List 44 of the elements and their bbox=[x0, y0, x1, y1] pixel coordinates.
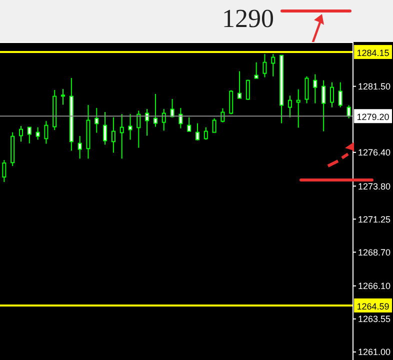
y-tick-label: 1263.55 bbox=[358, 314, 391, 324]
candlestick bbox=[196, 122, 200, 141]
y-tick-label: 1268.70 bbox=[358, 247, 391, 258]
candlestick bbox=[120, 114, 124, 160]
candlestick bbox=[111, 116, 116, 154]
candlestick bbox=[187, 116, 192, 132]
y-tick-label: 1273.80 bbox=[358, 181, 391, 192]
candlestick bbox=[330, 82, 334, 108]
candlestick bbox=[254, 62, 258, 80]
candlestick bbox=[304, 76, 309, 104]
y-tick-label: 1271.25 bbox=[358, 214, 391, 224]
candlestick bbox=[212, 118, 216, 133]
ref-line-label: 1279.20 bbox=[356, 112, 390, 122]
candlestick bbox=[153, 93, 158, 128]
ref-line-label: 1284.15 bbox=[356, 48, 390, 58]
candlestick bbox=[61, 88, 66, 106]
candlestick bbox=[229, 90, 234, 115]
y-tick-label: 1266.10 bbox=[358, 281, 391, 292]
candlestick bbox=[338, 82, 342, 108]
candlestick bbox=[238, 70, 242, 100]
candlestick bbox=[27, 126, 32, 144]
candlestick bbox=[128, 114, 132, 140]
candlestick bbox=[262, 54, 267, 78]
candlestick bbox=[313, 74, 318, 104]
y-tick-label: 1261.00 bbox=[358, 347, 391, 358]
y-tick-label: 1276.40 bbox=[358, 148, 391, 158]
candlestick bbox=[103, 111, 108, 146]
candlestick bbox=[271, 54, 276, 77]
candlestick bbox=[136, 110, 141, 148]
ref-line-label: 1264.59 bbox=[356, 301, 390, 312]
candlestick bbox=[19, 125, 23, 142]
candlestick bbox=[204, 126, 208, 140]
candlestick bbox=[94, 107, 99, 134]
candlestick bbox=[78, 135, 82, 160]
candlestick bbox=[246, 79, 250, 100]
candlestick bbox=[162, 108, 166, 132]
candlestick bbox=[322, 80, 326, 132]
y-tick-label: 1281.50 bbox=[358, 82, 391, 92]
candlestick bbox=[44, 120, 48, 144]
candlestick bbox=[36, 126, 40, 140]
candlestick bbox=[296, 88, 300, 128]
candlestick bbox=[220, 108, 225, 123]
text: 1290 bbox=[222, 4, 274, 33]
candlestick bbox=[288, 95, 292, 118]
